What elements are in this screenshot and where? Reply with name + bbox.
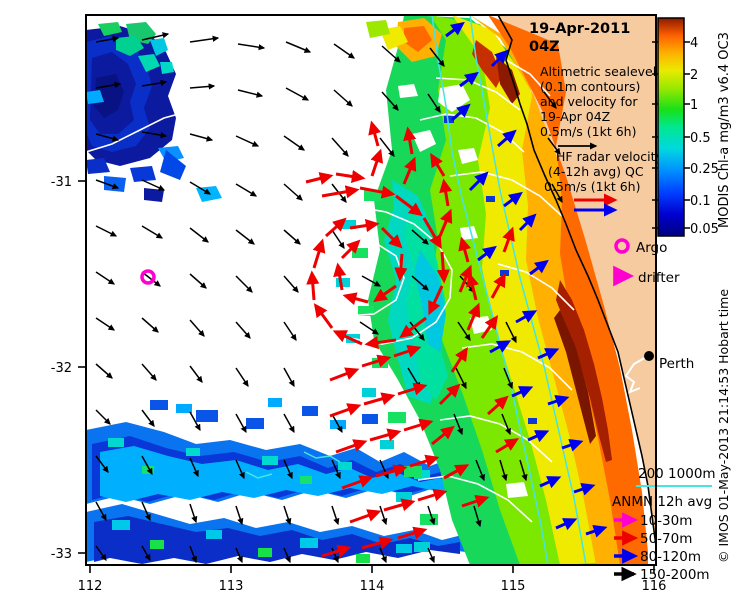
hf-radar-vectors [305,120,520,558]
altimetry-line-4: 19-Apr 04Z [540,109,610,124]
y-axis-ticks [78,180,86,554]
y-axis-labels: -31 -32 -33 [51,175,72,562]
colorbar-axis-label: MODIS Chl-a mg/m3 v6.4 OC3 [717,32,732,228]
hf-radar-line-1: HF radar velocity [556,149,664,164]
anmn-label-50-70m: 50-70m [640,531,692,547]
x-tick-112: 112 [78,579,103,594]
x-tick-116: 116 [642,579,667,594]
argo-legend-entry: Argo [614,238,667,256]
colorbar-tick-labels: 4 2 1 0.5 0.25 0.1 0.05 [690,36,719,237]
coastline [497,15,656,547]
drifter-legend-entry: drifter [613,265,680,287]
x-tick-115: 115 [501,579,526,594]
anmn-label-80-120m: 80-120m [640,549,701,565]
anmn-legend-title: ANMN 12h avg [612,494,712,510]
chl-shelf-gradient [336,15,648,565]
altimetry-line-3: and velocity for [540,94,638,109]
hf-radar-annotation: HF radar velocity (4-12h avg) QC 0.5m/s … [544,149,664,217]
altimetry-line-1: Altimetric sealevel [540,64,656,79]
altimetry-annotation: Altimetric sealevel (0.1m contours) and … [540,64,656,150]
cbar-tick-0-05: 0.05 [690,222,719,237]
argo-float-marker [140,269,156,285]
city-marker-perth: Perth [624,351,694,394]
date-label: 19-Apr-2011 [529,21,630,37]
altimetry-line-5: 0.5m/s (1kt 6h) [540,124,636,139]
colorbar-gradient [657,17,685,237]
credit-label: © IMOS 01-May-2013 21:14:53 Hobart time [716,289,731,563]
time-label: 04Z [529,39,560,55]
y-tick-33: -33 [51,547,72,562]
bathymetry-legend: 200 1000m [636,466,716,487]
x-tick-114: 114 [360,579,385,594]
argo-label: Argo [636,240,667,256]
colorbar-ticks [652,41,690,229]
x-axis-labels: 112 113 114 115 116 [78,579,667,594]
chlorophyll-field [86,15,656,565]
cbar-tick-2: 2 [690,68,698,83]
cbar-tick-0-1: 0.1 [690,194,711,209]
perth-label: Perth [659,356,694,372]
cbar-tick-0-25: 0.25 [690,162,719,177]
x-axis-ticks [89,565,655,573]
cbar-tick-0-5: 0.5 [690,131,711,146]
cbar-tick-4: 4 [690,36,698,51]
colorbar: 4 2 1 0.5 0.25 0.1 0.05 MODIS Chl-a mg/m… [652,17,732,237]
cbar-tick-1: 1 [690,98,698,113]
plot-frame [85,14,657,566]
anmn-legend: ANMN 12h avg 10-30m 50-70m 80-120m 150-2… [612,494,712,583]
hf-radar-line-2: (4-12h avg) QC [548,164,644,179]
perth-dot-icon [644,351,654,361]
drifter-label: drifter [638,270,680,286]
anmn-label-10-30m: 10-30m [640,513,692,529]
hf-radar-line-3: 0.5m/s (1kt 6h) [544,179,640,194]
bathymetry-contours [245,15,587,565]
y-tick-31: -31 [51,175,72,190]
swan-river [624,355,649,394]
argo-circle-icon [614,238,630,254]
bathymetry-label: 200 1000m [638,466,716,482]
chl-low-nw [86,22,222,202]
anmn-mooring-vectors [445,21,608,538]
sealevel-contours [86,59,575,523]
x-tick-113: 113 [219,579,244,594]
altimetric-velocity-vectors [95,32,563,564]
y-tick-32: -32 [51,361,72,376]
anmn-label-150-200m: 150-200m [640,567,710,583]
altimetry-line-2: (0.1m contours) [540,79,640,94]
